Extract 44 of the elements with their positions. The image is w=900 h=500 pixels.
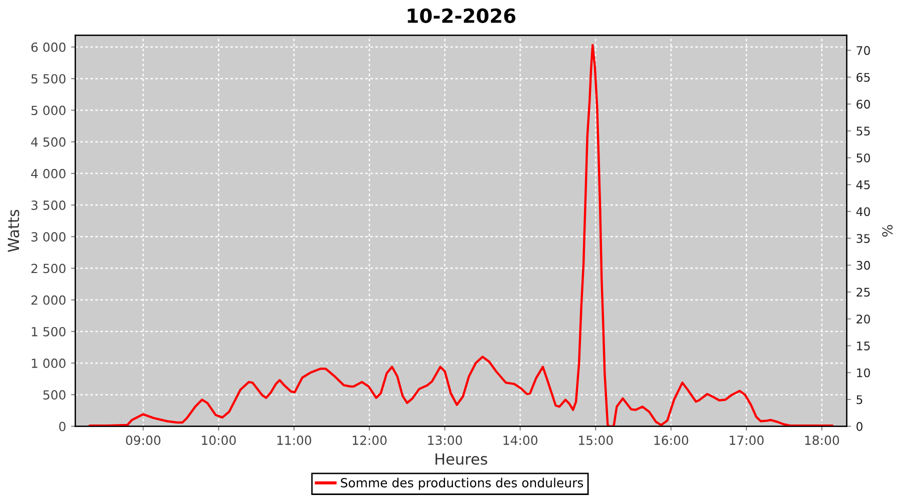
y2-tick-label: 40 xyxy=(856,207,870,216)
y2-tick-label: 0 xyxy=(856,422,862,431)
y-tick-label: 1 000 xyxy=(32,358,66,368)
y-tick-label: 2 500 xyxy=(31,264,66,274)
x-tick-label: 16:00 xyxy=(654,436,688,446)
y2-tick-label: 20 xyxy=(856,314,870,324)
y-tick-label: 0 xyxy=(59,422,66,432)
y2-tick-label: 5 xyxy=(856,395,862,404)
x-tick-label: 11:00 xyxy=(277,436,312,446)
y-tick-label: 1 500 xyxy=(32,326,66,336)
y2-tick-label: 60 xyxy=(856,100,870,109)
y-tick-label: 6 000 xyxy=(31,42,66,52)
y2-tick-label: 10 xyxy=(857,368,870,378)
y2-tick-label: 50 xyxy=(856,153,870,162)
y-tick-label: 2 000 xyxy=(31,295,66,305)
y-tick-label: 4 500 xyxy=(31,137,66,147)
y2-axis-title: % xyxy=(882,224,893,237)
y-tick-label: 5 000 xyxy=(31,106,66,116)
y2-tick-label: 25 xyxy=(856,288,870,297)
y2-tick-label: 45 xyxy=(856,180,870,190)
x-tick-label: 17:00 xyxy=(730,436,764,446)
y2-tick-label: 30 xyxy=(856,260,870,270)
y2-tick-label: 65 xyxy=(856,72,870,82)
x-tick-label: 14:00 xyxy=(504,436,538,446)
x-tick-label: 18:00 xyxy=(805,436,840,446)
y2-tick-label: 70 xyxy=(856,46,870,55)
y2-tick-label: 35 xyxy=(856,234,870,243)
y-axis-title: Watts xyxy=(8,210,20,252)
y-tick-label: 3 500 xyxy=(31,200,66,210)
x-axis-title: Heures xyxy=(436,453,488,465)
x-tick-label: 15:00 xyxy=(578,436,613,446)
x-tick-label: 12:00 xyxy=(352,436,387,446)
y-tick-label: 5 500 xyxy=(31,74,66,84)
y-tick-label: 500 xyxy=(43,390,66,400)
x-tick-label: 13:00 xyxy=(428,436,462,446)
y2-tick-label: 15 xyxy=(857,342,870,350)
y2-tick-label: 55 xyxy=(856,126,870,136)
x-tick-label: 09:00 xyxy=(126,436,160,446)
chart-title: 10-2-2026 xyxy=(408,8,516,24)
x-tick-label: 10:00 xyxy=(202,436,236,446)
line-series xyxy=(88,44,834,426)
y-tick-label: 4 000 xyxy=(31,168,66,178)
y-tick-label: 3 000 xyxy=(31,232,66,242)
legend-label: Somme des productions des onduleurs xyxy=(340,478,584,490)
